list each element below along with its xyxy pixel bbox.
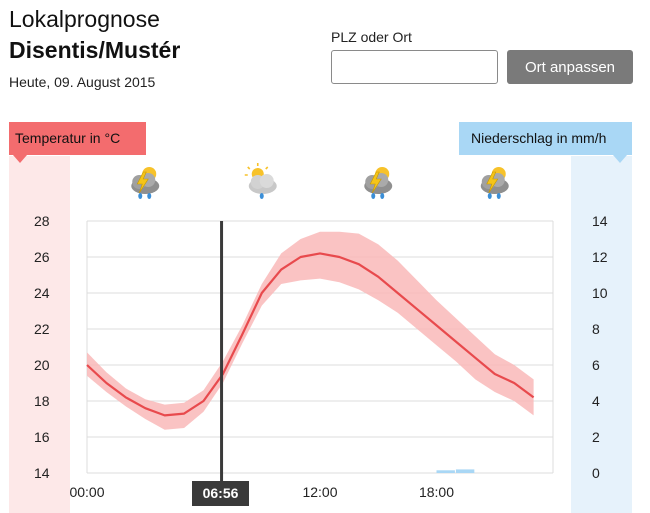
temperature-legend-tag: Temperatur in °C — [9, 122, 146, 155]
precipitation-legend-tag: Niederschlag in mm/h — [459, 122, 632, 155]
temperature-line-path — [86, 252, 535, 417]
location-name: Disentis/Mustér — [9, 37, 181, 63]
precipitation-tick-label: 8 — [592, 321, 600, 337]
forecast-date: Heute, 09. August 2015 — [9, 74, 156, 90]
precipitation-tick-label: 10 — [592, 285, 608, 301]
current-time-label: 06:56 — [192, 481, 249, 506]
precipitation-tag-pointer — [613, 155, 627, 163]
precipitation-tick-label: 2 — [592, 429, 600, 445]
page-title: Lokalprognose — [9, 6, 160, 32]
temperature-tick-label: 28 — [34, 213, 50, 229]
temperature-axis-band — [9, 156, 70, 513]
temperature-tick-label: 20 — [34, 357, 50, 373]
temperature-tick-label: 24 — [34, 285, 50, 301]
location-search-input[interactable] — [331, 50, 498, 84]
time-tick-label: 18:00 — [419, 484, 454, 500]
precipitation-tick-label: 6 — [592, 357, 600, 373]
time-tick-label: 12:00 — [302, 484, 337, 500]
time-tick-label: 00:00 — [69, 484, 104, 500]
temperature-axis-labels: 28 26 24 22 20 18 16 14 — [34, 213, 50, 481]
thunderstorm-rain-icon — [363, 166, 393, 200]
temperature-tick-label: 22 — [34, 321, 50, 337]
temperature-tick-label: 16 — [34, 429, 50, 445]
partly-cloudy-rain-icon — [243, 162, 278, 200]
precipitation-tick-label: 12 — [592, 249, 608, 265]
temperature-range-area — [87, 231, 534, 430]
temperature-tag-pointer — [13, 155, 27, 163]
precipitation-axis-band — [571, 156, 632, 513]
thunderstorm-rain-icon — [130, 166, 160, 200]
precipitation-bar — [455, 469, 475, 473]
time-axis-labels: 00:00 12:00 18:00 — [69, 484, 454, 500]
precipitation-bars — [436, 469, 475, 473]
change-location-button[interactable]: Ort anpassen — [507, 50, 633, 84]
temperature-range-band — [87, 231, 534, 430]
precipitation-bar — [436, 470, 455, 473]
precipitation-tick-label: 4 — [592, 393, 600, 409]
weather-icons-row — [130, 162, 510, 200]
temperature-tick-label: 18 — [34, 393, 50, 409]
temperature-tick-label: 26 — [34, 249, 50, 265]
thunderstorm-rain-icon — [480, 166, 510, 200]
precipitation-tick-label: 14 — [592, 213, 608, 229]
temperature-tick-label: 14 — [34, 465, 50, 481]
precipitation-tick-label: 0 — [592, 465, 600, 481]
temperature-line — [86, 252, 535, 417]
precipitation-axis-labels: 14 12 10 8 6 4 2 0 — [592, 213, 608, 481]
location-search-label: PLZ oder Ort — [331, 29, 412, 45]
